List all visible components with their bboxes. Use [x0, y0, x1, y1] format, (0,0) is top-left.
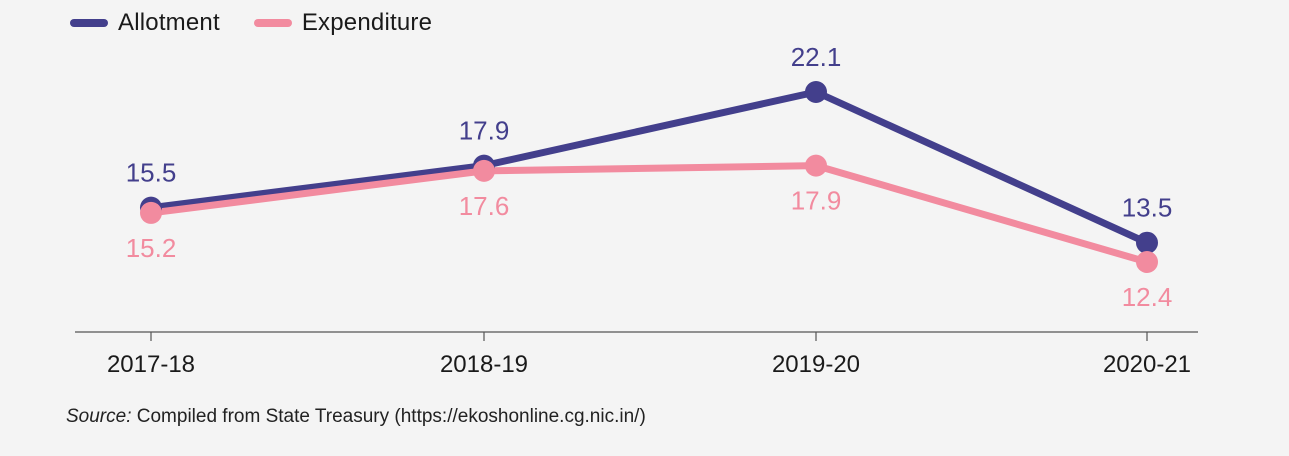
series-line-allotment: [147, 88, 1151, 247]
data-label-allotment-2019-20: 22.1: [791, 42, 842, 72]
data-label-expenditure-2019-20: 17.9: [791, 186, 842, 216]
data-label-allotment-2018-19: 17.9: [459, 116, 510, 146]
legend-item-expenditure: Expenditure: [253, 9, 433, 37]
data-point-expenditure-2018-19: [473, 159, 495, 182]
legend-item-allotment: Allotment: [70, 9, 220, 37]
data-point-expenditure-2017-18: [140, 201, 162, 224]
legend-swatch-allotment: [70, 19, 108, 27]
x-tick-label-2018-19: 2018-19: [440, 351, 528, 378]
data-label-expenditure-2020-21: 12.4: [1122, 282, 1173, 312]
data-label-allotment-2017-18: 15.5: [126, 158, 177, 188]
data-point-expenditure-2020-21: [1136, 251, 1158, 273]
data-label-allotment-2020-21: 13.5: [1122, 193, 1173, 223]
source-text: Compiled from State Treasury (https://ek…: [131, 406, 646, 427]
data-point-expenditure-2019-20: [805, 154, 827, 177]
x-tick-label-2019-20: 2019-20: [772, 351, 860, 378]
source-note: Source: Compiled from State Treasury (ht…: [66, 406, 646, 428]
chart-legend: Allotment Expenditure: [70, 6, 432, 40]
data-point-allotment-2019-20: [805, 81, 827, 103]
data-point-allotment-2020-21: [1136, 231, 1158, 254]
legend-label-expenditure: Expenditure: [301, 9, 433, 36]
legend-swatch-expenditure: [253, 19, 292, 27]
data-label-expenditure-2018-19: 17.6: [459, 191, 510, 221]
source-label: Source:: [66, 406, 132, 427]
series-line-expenditure: [147, 162, 1151, 266]
data-label-expenditure-2017-18: 15.2: [126, 233, 177, 263]
legend-label-allotment: Allotment: [118, 9, 220, 36]
x-tick-label-2017-18: 2017-18: [107, 351, 195, 378]
x-tick-label-2020-21: 2020-21: [1103, 351, 1191, 378]
